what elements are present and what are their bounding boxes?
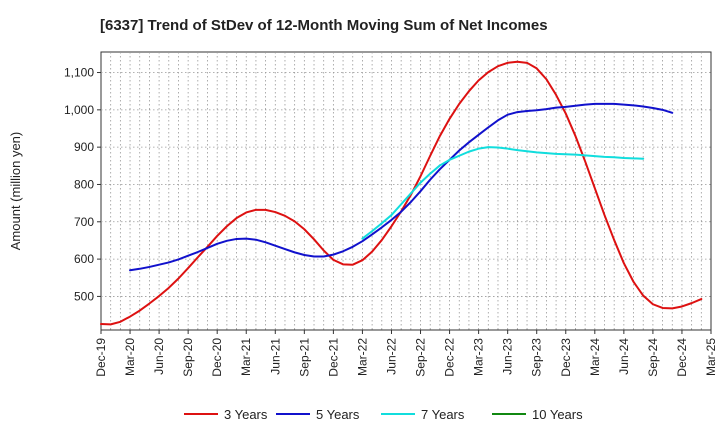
y-tick-label: 1,100 [64,66,94,80]
x-tick-label: Sep-20 [181,338,195,377]
x-tick-label: Jun-24 [617,338,631,375]
x-tick-label: Mar-25 [704,338,718,376]
x-tick-label: Jun-20 [152,338,166,375]
x-tick-label: Sep-24 [646,338,660,377]
x-tick-label: Dec-19 [94,338,108,377]
y-tick-label: 700 [74,215,94,229]
x-tick-label: Mar-23 [472,338,486,376]
y-axis-label: Amount (million yen) [8,132,23,251]
x-tick-label: Sep-22 [414,338,428,377]
y-tick-label: 600 [74,252,94,266]
x-tick-label: Dec-20 [210,338,224,377]
legend-label-10-years: 10 Years [532,407,583,422]
x-tick-label: Mar-21 [239,338,253,376]
plot-frame [100,51,712,331]
plot-area: 500 600 700 800 900 1,000 1,100 Dec-19 Mar-20 Jun… [64,51,718,377]
x-tick-label: Mar-22 [355,338,369,376]
y-tick-label: 800 [74,177,94,191]
y-tick-label: 500 [74,289,94,303]
x-tick-label: Dec-22 [443,338,457,377]
legend-label-3-years: 3 Years [224,407,268,422]
series-line-7-years [361,146,645,240]
x-tick-label: Mar-20 [123,338,137,376]
x-tick-label: Dec-23 [559,338,573,377]
series-line-5-years [129,102,674,272]
chart-title: [6337] Trend of StDev of 12-Month Moving… [100,17,548,34]
x-tick-label: Dec-21 [326,338,340,377]
x-tick-label: Sep-23 [530,338,544,377]
x-tick-label: Sep-21 [297,338,311,377]
y-tick-label: 900 [74,140,94,154]
y-tick-label: 1,000 [64,103,94,117]
x-tick-label: Jun-23 [501,338,515,375]
legend-label-7-years: 7 Years [421,407,465,422]
x-tick-label: Jun-22 [384,338,398,375]
legend-label-5-years: 5 Years [316,407,360,422]
legend: 3 Years 5 Years 7 Years 10 Years [184,407,583,422]
x-tick-label: Mar-24 [588,338,602,376]
x-tick-label: Jun-21 [268,338,282,375]
x-tick-label: Dec-24 [675,338,689,377]
